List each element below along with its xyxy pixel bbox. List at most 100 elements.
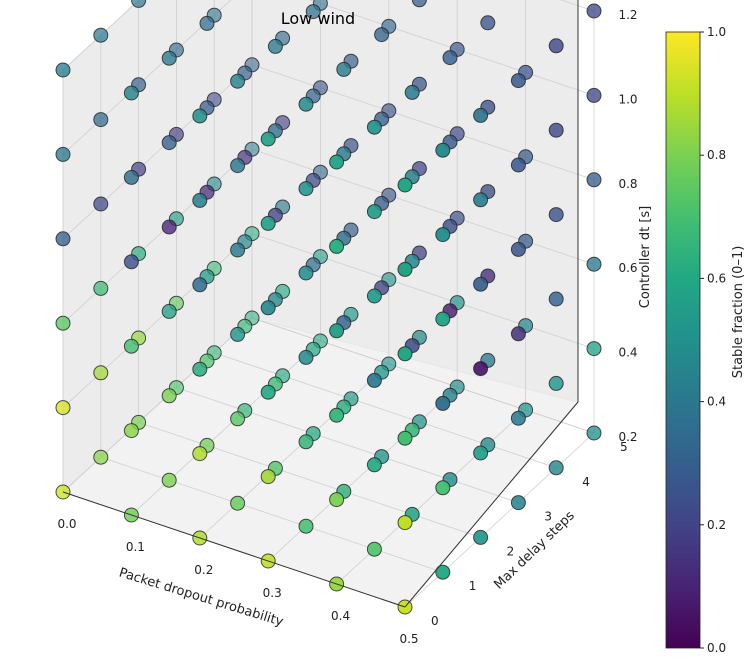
data-point xyxy=(93,112,109,128)
z-gridline-left xyxy=(62,233,253,408)
data-point xyxy=(55,231,71,247)
chart-title: Low wind xyxy=(281,9,355,28)
data-point xyxy=(260,384,276,400)
z-gridline-back xyxy=(251,233,595,349)
x-gridline-floor xyxy=(336,409,526,585)
x-tick-label: 0.1 xyxy=(126,540,145,554)
data-point xyxy=(473,192,489,208)
colorbar-tick-label: 0.0 xyxy=(707,641,726,655)
data-point xyxy=(55,315,71,331)
data-point xyxy=(192,192,208,208)
data-point xyxy=(260,215,276,231)
z-gridline-left xyxy=(62,64,253,240)
y-axis-line xyxy=(404,401,579,608)
x-gridline-floor xyxy=(199,363,390,539)
data-point xyxy=(192,446,208,462)
data-point xyxy=(161,50,177,66)
data-point xyxy=(473,529,489,545)
z-tick-label: 0.2 xyxy=(618,430,637,444)
data-point xyxy=(397,177,413,193)
data-point xyxy=(329,407,345,423)
data-point xyxy=(329,238,345,254)
z-gridline-left xyxy=(62,148,253,324)
data-point xyxy=(586,425,602,441)
data-point xyxy=(123,85,139,101)
tick-labels: 0.00.10.20.30.40.50123450.20.40.60.81.01… xyxy=(57,8,637,646)
data-point xyxy=(298,518,314,534)
data-point xyxy=(586,172,602,188)
colorbar-tick-label: 0.2 xyxy=(707,518,726,532)
x-tick-label: 0.0 xyxy=(57,517,76,531)
data-point xyxy=(161,303,177,319)
data-point xyxy=(442,50,458,66)
data-point xyxy=(473,361,489,377)
y-gridline-floor xyxy=(214,352,557,469)
data-point xyxy=(161,135,177,151)
data-point xyxy=(548,38,564,54)
data-points xyxy=(55,0,602,615)
data-point xyxy=(366,119,382,135)
data-point xyxy=(404,84,420,100)
data-point xyxy=(586,3,602,19)
data-point xyxy=(374,27,390,43)
data-point xyxy=(411,0,427,8)
data-point xyxy=(473,276,489,292)
data-point xyxy=(305,4,321,20)
data-point xyxy=(548,291,564,307)
x-gridline-floor xyxy=(131,340,321,516)
data-point xyxy=(366,457,382,473)
y-tick-label: 1 xyxy=(469,579,477,593)
colorbar-tick-label: 0.6 xyxy=(707,271,726,285)
y-gridline-floor xyxy=(176,387,519,503)
data-point xyxy=(366,204,382,220)
data-point xyxy=(260,300,276,316)
z-tick-label: 0.8 xyxy=(618,177,637,191)
data-point xyxy=(93,27,109,43)
data-point xyxy=(366,288,382,304)
data-point xyxy=(267,38,283,54)
data-point xyxy=(93,449,109,465)
data-point xyxy=(123,423,139,439)
data-point xyxy=(93,280,109,296)
data-point xyxy=(510,326,526,342)
data-point xyxy=(161,388,177,404)
data-point xyxy=(435,564,451,580)
colorbar-ticks: 0.0 0.2 0.4 0.6 0.8 1.0 xyxy=(700,25,726,655)
data-point xyxy=(510,73,526,89)
data-point xyxy=(548,207,564,223)
y-gridline-floor xyxy=(138,422,481,538)
x-axis-line xyxy=(62,491,406,608)
data-point xyxy=(435,142,451,158)
z-gridline-left xyxy=(62,0,140,71)
data-point xyxy=(548,460,564,476)
data-point xyxy=(230,73,246,89)
data-point xyxy=(93,365,109,381)
data-point xyxy=(336,61,352,77)
data-point xyxy=(123,254,139,270)
data-point xyxy=(397,430,413,446)
data-point xyxy=(260,469,276,485)
data-point xyxy=(161,472,177,488)
data-point xyxy=(366,541,382,557)
data-point xyxy=(230,495,246,511)
data-point xyxy=(510,495,526,511)
colorbar-label: Stable fraction (0–1) xyxy=(731,246,746,379)
data-point xyxy=(397,515,413,531)
data-point xyxy=(55,400,71,416)
data-point xyxy=(435,395,451,411)
data-point xyxy=(329,323,345,339)
colorbar-tick-label: 0.8 xyxy=(707,148,726,162)
z-gridline-back xyxy=(251,317,595,434)
z-tick-label: 0.4 xyxy=(618,346,637,360)
data-point xyxy=(510,410,526,426)
y-tick-label: 0 xyxy=(431,614,439,628)
colorbar-gradient xyxy=(665,31,701,649)
data-point xyxy=(397,261,413,277)
colorbar: 0.0 0.2 0.4 0.6 0.8 1.0 Stable fraction (0–1) xyxy=(665,25,746,655)
data-point xyxy=(123,169,139,185)
data-point xyxy=(298,181,314,197)
data-point xyxy=(230,242,246,258)
data-point xyxy=(55,62,71,78)
x-gridline-floor xyxy=(267,386,458,562)
